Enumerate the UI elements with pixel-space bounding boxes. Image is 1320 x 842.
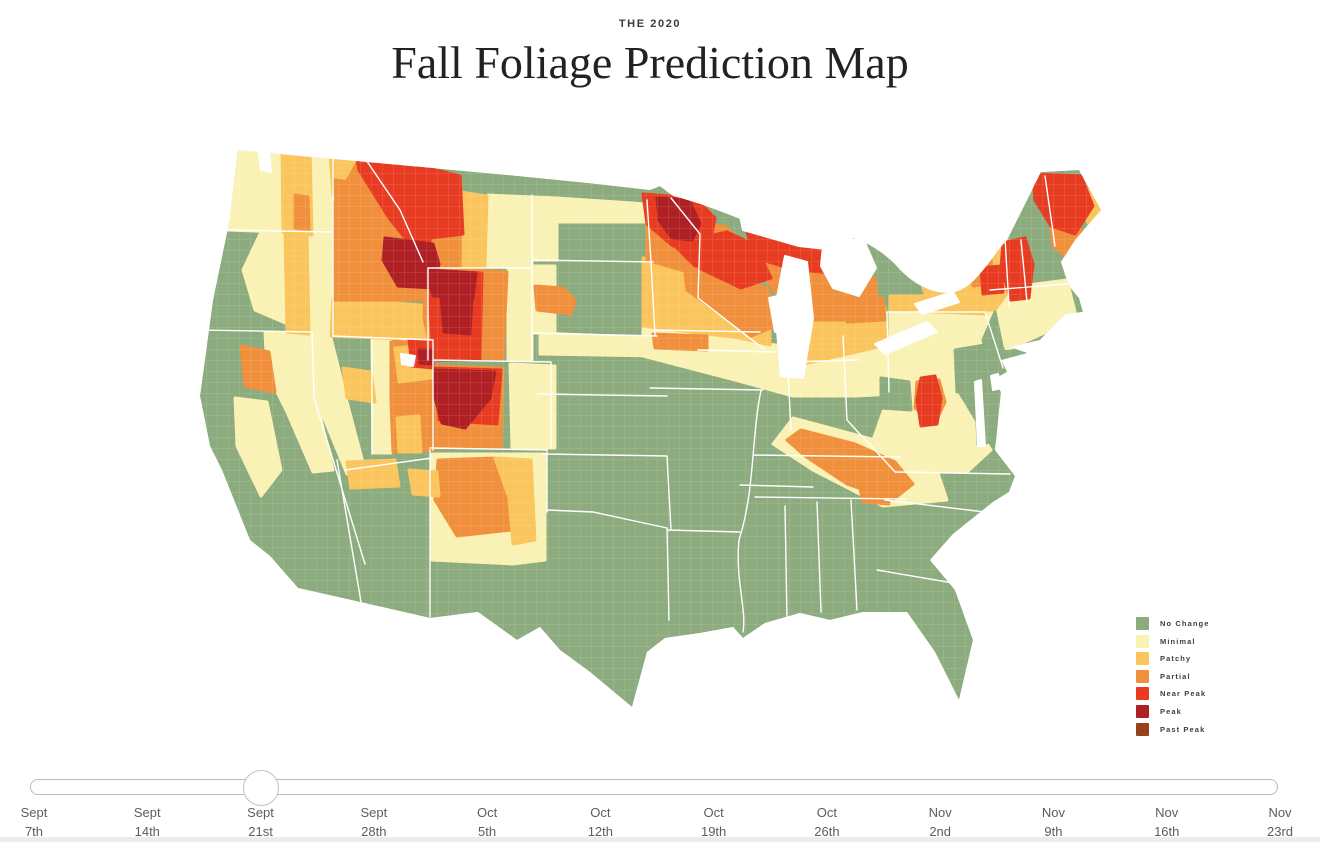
legend-label: Patchy xyxy=(1160,654,1192,664)
lake-erie xyxy=(874,321,938,355)
slider-date-label: Nov 2nd xyxy=(928,805,952,839)
date-slider: Sept 7th Sept 14th Sept 21st Sept 28th Oct 5th Oct… xyxy=(0,770,1320,839)
county-lines-texture xyxy=(200,150,1101,707)
bottom-strip xyxy=(0,837,1320,842)
legend: No Change Minimal Patchy Partial Near Peak Pe… xyxy=(1136,617,1209,740)
slider-date-label: Sept 14th xyxy=(133,805,161,839)
legend-swatch-partial xyxy=(1136,669,1149,683)
puget-sound xyxy=(257,146,272,173)
legend-swatch-past-peak xyxy=(1136,722,1149,736)
delaware-bay xyxy=(990,373,1002,391)
slider-date-label: Nov 23rd xyxy=(1266,805,1294,839)
slider-date-label: Sept 28th xyxy=(360,805,388,839)
great-salt-lake xyxy=(400,353,416,367)
map-container xyxy=(195,140,1110,720)
legend-swatch-minimal xyxy=(1136,634,1149,648)
legend-swatch-near-peak xyxy=(1136,687,1149,701)
kicker: THE 2020 xyxy=(618,18,682,30)
new-york-spot1-partial xyxy=(937,254,967,284)
header: THE 2020 Fall Foliage Prediction Map xyxy=(0,0,1300,89)
legend-label: Partial xyxy=(1160,671,1191,681)
green-bay xyxy=(768,295,785,333)
slider-date-label: Nov 9th xyxy=(1041,805,1066,839)
slider-date-label: Oct 19th xyxy=(700,805,727,839)
chesapeake-bay xyxy=(974,379,986,447)
legend-item-patchy: Patchy xyxy=(1136,652,1209,666)
legend-label: No Change xyxy=(1160,619,1210,628)
legend-item-near-peak: Near Peak xyxy=(1136,687,1209,701)
legend-swatch-peak xyxy=(1136,704,1149,718)
slider-date-label: Nov 16th xyxy=(1154,805,1180,839)
legend-item-peak: Peak xyxy=(1136,704,1209,718)
slider-date-label: Sept 7th xyxy=(20,805,48,839)
legend-label: Past Peak xyxy=(1160,724,1206,734)
legend-label: Minimal xyxy=(1160,636,1196,646)
foliage-map xyxy=(200,146,1101,707)
legend-item-partial: Partial xyxy=(1136,669,1209,683)
legend-label: Near Peak xyxy=(1160,689,1207,699)
legend-swatch-no-change xyxy=(1136,617,1149,630)
slider-track[interactable] xyxy=(30,779,1278,795)
slider-date-label: Oct 12th xyxy=(587,805,614,839)
slider-date-label: Oct 5th xyxy=(476,805,498,839)
lake-ontario xyxy=(914,291,960,315)
slider-date-label: Sept 21st xyxy=(247,805,274,839)
legend-label: Peak xyxy=(1160,706,1182,716)
legend-swatch-patchy xyxy=(1136,652,1149,666)
slider-date-label: Oct 26th xyxy=(814,805,840,839)
legend-item-minimal: Minimal xyxy=(1136,634,1209,648)
legend-item-past-peak: Past Peak xyxy=(1136,722,1209,736)
legend-item-no-change: No Change xyxy=(1136,617,1209,630)
page-title: Fall Foliage Prediction Map xyxy=(391,37,909,88)
state-borders xyxy=(200,153,1068,633)
slider-handle[interactable] xyxy=(242,770,279,806)
lake-huron xyxy=(820,237,877,297)
